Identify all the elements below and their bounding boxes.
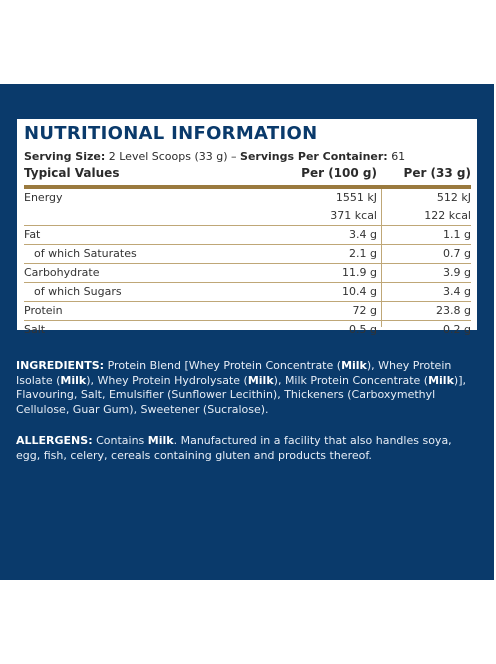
ingredients-label: INGREDIENTS: [16, 359, 105, 372]
table-row: 371 kcal 122 kcal [24, 207, 471, 226]
table-row: Salt 0.5 g 0.2 g [24, 321, 471, 339]
value-per-100g: 72 g [352, 304, 377, 317]
allergens-text: ALLERGENS: Contains Milk. Manufactured i… [16, 434, 478, 463]
table-row: of which Saturates 2.1 g 0.7 g [24, 245, 471, 264]
table-row: of which Sugars 10.4 g 3.4 g [24, 283, 471, 302]
table-row: Energy 1551 kJ 512 kJ [24, 189, 471, 207]
value-per-100g: 371 kcal [330, 209, 377, 222]
header-per-100g: Per (100 g) [301, 166, 377, 180]
text-segment: )], Flavouring, Salt, Emulsifier (Sunflo… [16, 373, 466, 416]
allergen-highlight: Milk [247, 373, 274, 387]
text-segment: . Manufactured in a facility that also h… [16, 434, 452, 462]
table-row: Fat 3.4 g 1.1 g [24, 226, 471, 245]
ingredients-body: Protein Blend [Whey Protein Concentrate … [16, 359, 466, 416]
table-row: Protein 72 g 23.8 g [24, 302, 471, 321]
serving-separator: – [231, 150, 237, 163]
nutrient-name: Energy [24, 191, 63, 204]
text-segment: ), Whey Protein Isolate ( [16, 359, 452, 387]
allergens-label: ALLERGENS: [16, 434, 93, 447]
nutrition-card: NUTRITIONAL INFORMATION Serving Size: 2 … [17, 119, 477, 336]
value-per-33g: 1.1 g [443, 228, 471, 241]
header-per-33g: Per (33 g) [403, 166, 471, 180]
text-segment: ), Whey Protein Hydrolysate ( [86, 373, 248, 387]
value-per-33g: 3.4 g [443, 285, 471, 298]
value-per-33g: 3.9 g [443, 266, 471, 279]
value-per-33g: 23.8 g [436, 304, 471, 317]
value-per-100g: 11.9 g [342, 266, 377, 279]
servings-per-container-label: Servings Per Container: [240, 150, 388, 163]
value-per-100g: 10.4 g [342, 285, 377, 298]
allergen-highlight: Milk [60, 373, 87, 387]
allergens-body: Contains Milk. Manufactured in a facilit… [16, 434, 452, 462]
value-per-33g: 0.7 g [443, 247, 471, 260]
table-header: Typical Values Per (100 g) Per (33 g) [24, 166, 471, 189]
serving-size-label: Serving Size: [24, 150, 106, 163]
allergen-highlight: Milk [147, 434, 174, 447]
value-per-100g: 1551 kJ [335, 191, 377, 204]
value-per-33g: 512 kJ [436, 191, 471, 204]
text-segment: Contains [96, 434, 148, 447]
text-segment: Protein Blend [Whey Protein Concentrate … [107, 359, 342, 372]
nutrient-name: Salt [24, 323, 46, 336]
column-divider [381, 189, 382, 327]
value-per-100g: 0.5 g [349, 323, 377, 336]
label-panel: NUTRITIONAL INFORMATION Serving Size: 2 … [0, 84, 494, 580]
servings-per-container-value: 61 [391, 150, 406, 163]
nutrient-name: Protein [24, 304, 63, 317]
value-per-100g: 3.4 g [349, 228, 377, 241]
serving-size-value: 2 Level Scoops (33 g) [108, 150, 228, 163]
text-segment: ), Milk Protein Concentrate ( [273, 373, 429, 387]
allergen-highlight: Milk [341, 359, 367, 372]
ingredients-text: INGREDIENTS: Protein Blend [Whey Protein… [16, 359, 478, 417]
nutrient-name: of which Sugars [34, 285, 122, 298]
nutrient-name: Fat [24, 228, 41, 241]
value-per-33g: 0.2 g [443, 323, 471, 336]
allergen-highlight: Milk [428, 373, 454, 387]
nutrient-name: Carbohydrate [24, 266, 100, 279]
table-row: Carbohydrate 11.9 g 3.9 g [24, 264, 471, 283]
header-typical-values: Typical Values [24, 166, 120, 180]
value-per-33g: 122 kcal [424, 209, 471, 222]
value-per-100g: 2.1 g [349, 247, 377, 260]
nutrition-rows: Energy 1551 kJ 512 kJ 371 kcal 122 kcal Fat 3.… [24, 189, 471, 339]
nutrient-name: of which Saturates [34, 247, 137, 260]
nutrition-title: NUTRITIONAL INFORMATION [24, 123, 318, 144]
serving-info: Serving Size: 2 Level Scoops (33 g) – Se… [24, 150, 405, 163]
